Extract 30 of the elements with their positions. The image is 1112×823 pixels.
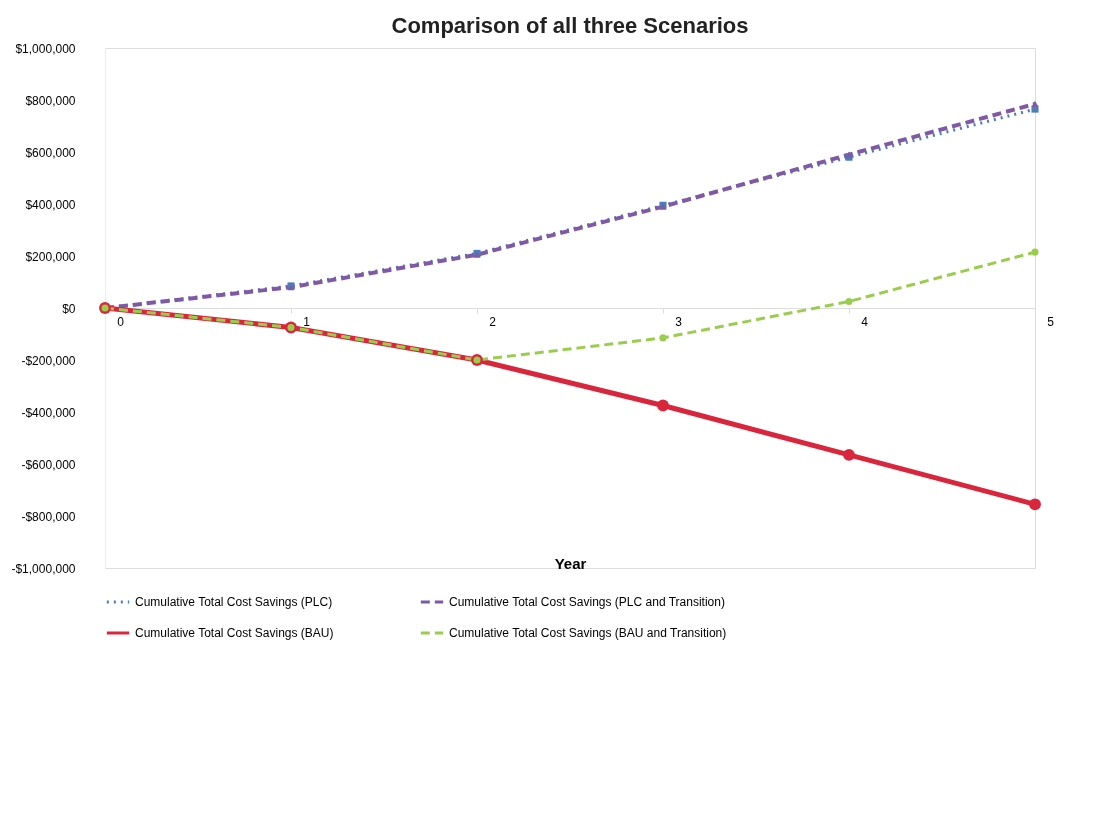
point <box>659 334 667 342</box>
legend-label: Cumulative Total Cost Savings (PLC) <box>135 595 333 609</box>
x-tick-label: 3 <box>675 314 683 329</box>
point <box>1031 248 1039 256</box>
y-tick-label: -$800,000 <box>21 509 76 524</box>
chart-title: Comparison of all three Scenarios <box>391 13 749 38</box>
y-tick-label: $1,000,000 <box>15 41 76 56</box>
x-tick-label: 5 <box>1047 314 1055 329</box>
point <box>843 449 855 461</box>
legend-label: Cumulative Total Cost Savings (PLC and Transition) <box>449 595 725 609</box>
x-tick-label: 4 <box>861 314 869 329</box>
y-tick-label: $800,000 <box>25 93 76 108</box>
y-tick-label: $200,000 <box>25 249 76 264</box>
point <box>657 399 669 412</box>
point <box>1029 498 1041 511</box>
legend-label: Cumulative Total Cost Savings (BAU and Transition) <box>449 626 727 640</box>
y-tick-label: -$1,000,000 <box>11 561 76 576</box>
x-axis-title: Year <box>554 554 587 572</box>
y-tick-label: $400,000 <box>25 197 76 212</box>
point <box>845 297 853 306</box>
x-tick-label: 2 <box>489 314 497 329</box>
x-tick-label: 1 <box>303 314 311 329</box>
y-tick-label: -$200,000 <box>21 353 76 368</box>
x-tick-label: 0 <box>117 314 125 329</box>
y-tick-label: $600,000 <box>25 145 76 160</box>
y-tick-label: $0 <box>62 301 76 316</box>
y-tick-label: -$600,000 <box>21 457 76 472</box>
y-tick-label: -$400,000 <box>21 405 76 420</box>
legend-label: Cumulative Total Cost Savings (BAU) <box>135 626 334 640</box>
point <box>1031 100 1039 107</box>
